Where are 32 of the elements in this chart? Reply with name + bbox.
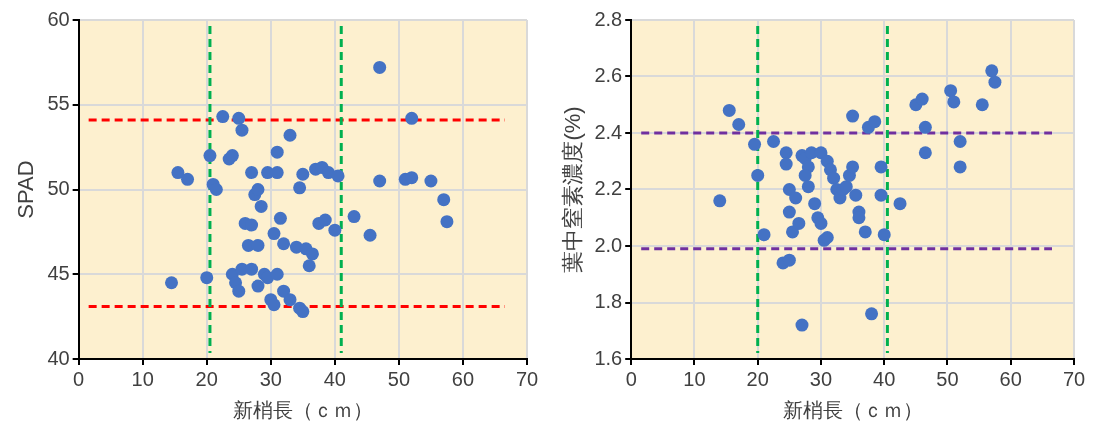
y-tick-label: 40 <box>47 346 70 369</box>
x-tick-label: 10 <box>683 367 706 390</box>
x-tick-label: 0 <box>73 367 85 390</box>
y-tick-label: 2.4 <box>594 120 623 143</box>
y-axis-title: SPAD <box>13 160 39 219</box>
x-tick-label: 20 <box>746 367 769 390</box>
y-tick-label: 2.2 <box>594 177 623 200</box>
x-tick-label: 30 <box>809 367 833 390</box>
x-tick-label: 0 <box>625 367 637 390</box>
x-tick-label: 70 <box>515 367 539 390</box>
y-tick-label: 2.0 <box>594 233 623 256</box>
x-tick-label: 20 <box>195 367 218 390</box>
x-tick-label: 70 <box>1062 367 1086 390</box>
x-tick-label: 30 <box>259 367 282 390</box>
x-tick-label: 40 <box>873 367 896 390</box>
x-tick-label: 50 <box>936 367 959 390</box>
y-axis-title: 葉中窒素濃度(%) <box>560 106 586 273</box>
y-tick-label: 55 <box>47 92 70 115</box>
x-tick-label: 10 <box>131 367 154 390</box>
y-tick-label: 45 <box>47 261 70 284</box>
x-tick-label: 60 <box>451 367 475 390</box>
y-tick-label: 2.8 <box>594 7 623 30</box>
x-tick-label: 50 <box>387 367 411 390</box>
x-axis-title: 新梢長（ｃｍ） <box>782 398 923 421</box>
y-tick-label: 60 <box>47 7 70 30</box>
y-tick-label: 1.6 <box>594 346 623 369</box>
x-tick-label: 40 <box>323 367 346 390</box>
x-tick-label: 60 <box>999 367 1022 390</box>
x-axis-title: 新梢長（ｃｍ） <box>232 398 373 421</box>
y-tick-label: 1.8 <box>594 290 623 313</box>
y-tick-label: 50 <box>47 177 70 200</box>
y-tick-label: 2.6 <box>594 64 623 87</box>
